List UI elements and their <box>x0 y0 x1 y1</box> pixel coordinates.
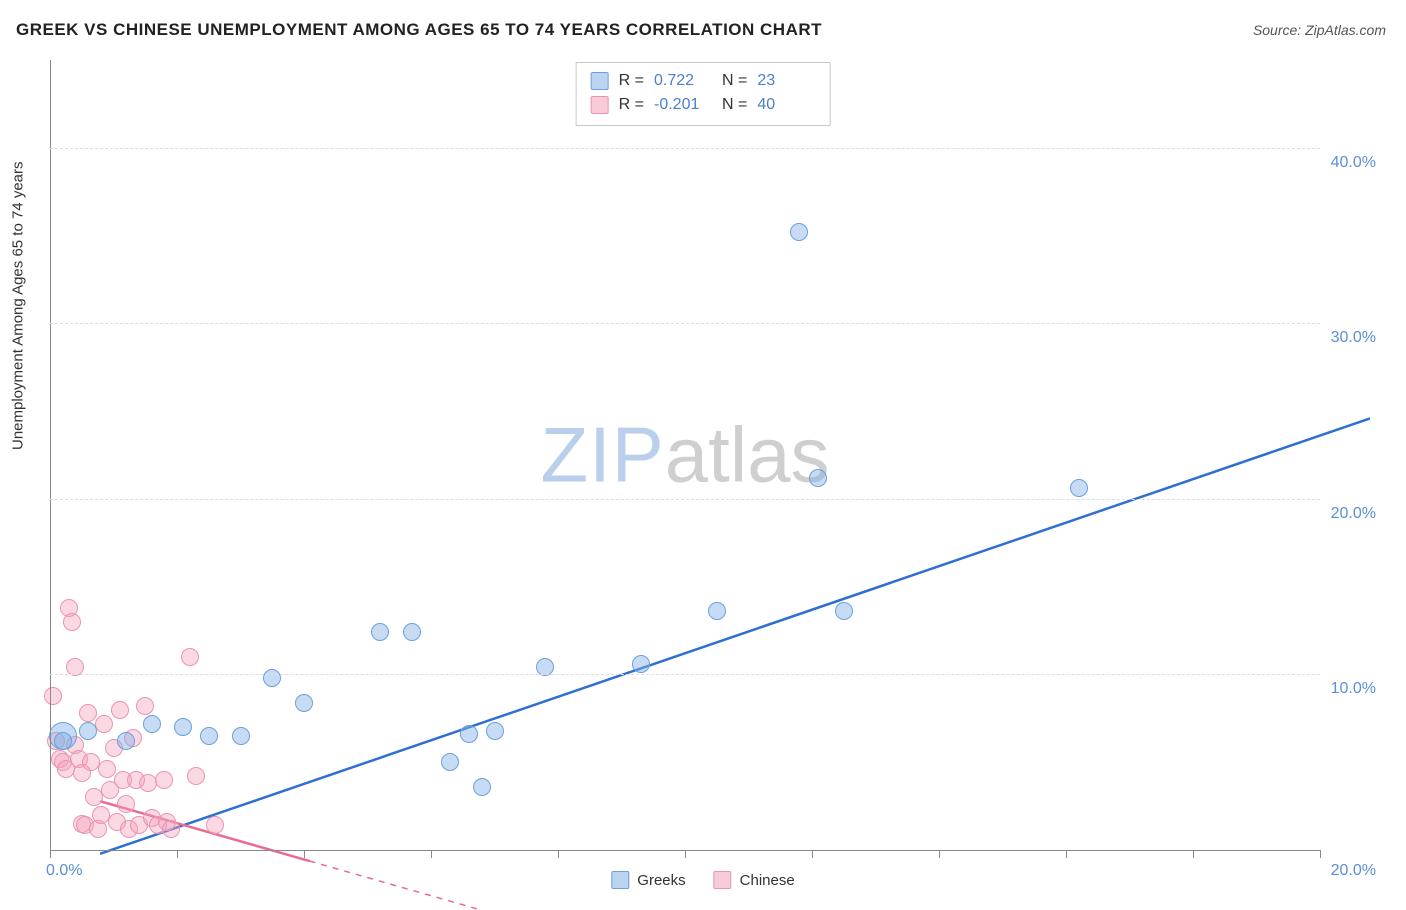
legend-swatch-pink <box>591 96 609 114</box>
y-axis-label: Unemployment Among Ages 65 to 74 years <box>10 161 27 450</box>
legend-item: Chinese <box>714 871 795 889</box>
scatter-point-pink <box>162 820 180 838</box>
scatter-point-blue <box>117 732 135 750</box>
scatter-point-blue <box>200 727 218 745</box>
trend-line <box>100 418 1370 853</box>
scatter-point-pink <box>117 795 135 813</box>
legend-label: Greeks <box>637 872 685 889</box>
x-tick <box>685 850 686 858</box>
legend-series: Greeks Chinese <box>611 871 794 889</box>
y-tick-label: 40.0% <box>1331 154 1376 172</box>
legend-r-value: -0.201 <box>654 93 712 117</box>
gridline-h <box>50 148 1320 149</box>
scatter-point-pink <box>44 687 62 705</box>
scatter-point-pink <box>136 697 154 715</box>
scatter-point-blue <box>486 722 504 740</box>
scatter-point-pink <box>98 760 116 778</box>
legend-label: Chinese <box>740 872 795 889</box>
scatter-point-blue <box>632 655 650 673</box>
x-tick <box>1193 850 1194 858</box>
gridline-h <box>50 323 1320 324</box>
source-label: Source: ZipAtlas.com <box>1253 22 1386 38</box>
trend-layer <box>100 120 1370 910</box>
scatter-point-pink <box>206 816 224 834</box>
chart-container: GREEK VS CHINESE UNEMPLOYMENT AMONG AGES… <box>0 0 1406 892</box>
legend-n-value: 23 <box>757 69 815 93</box>
scatter-point-pink <box>187 767 205 785</box>
x-tick <box>431 850 432 858</box>
scatter-point-blue <box>708 602 726 620</box>
x-tick <box>558 850 559 858</box>
scatter-point-blue <box>371 623 389 641</box>
scatter-point-blue <box>809 469 827 487</box>
watermark: ZIPatlas <box>540 410 829 501</box>
x-tick <box>177 850 178 858</box>
legend-stats: R = 0.722 N = 23 R = -0.201 N = 40 <box>576 62 831 126</box>
scatter-point-pink <box>155 771 173 789</box>
scatter-point-pink <box>181 648 199 666</box>
scatter-point-blue <box>835 602 853 620</box>
legend-n-label: N = <box>722 93 747 117</box>
x-tick <box>1066 850 1067 858</box>
watermark-atlas: atlas <box>665 411 830 499</box>
plot-area: ZIPatlas <box>50 60 1320 850</box>
legend-r-label: R = <box>619 93 644 117</box>
y-tick-label: 30.0% <box>1331 329 1376 347</box>
legend-r-value: 0.722 <box>654 69 712 93</box>
legend-n-value: 40 <box>757 93 815 117</box>
y-tick-label: 20.0% <box>1331 505 1376 523</box>
legend-row: R = 0.722 N = 23 <box>591 69 816 93</box>
scatter-point-blue <box>143 715 161 733</box>
scatter-point-pink <box>63 613 81 631</box>
y-tick-label: 10.0% <box>1331 680 1376 698</box>
scatter-point-pink <box>111 701 129 719</box>
scatter-point-pink <box>95 715 113 733</box>
legend-row: R = -0.201 N = 40 <box>591 93 816 117</box>
scatter-point-blue <box>54 732 72 750</box>
x-tick-label-min: 0.0% <box>46 862 82 880</box>
scatter-point-blue <box>232 727 250 745</box>
scatter-point-blue <box>441 753 459 771</box>
chart-title: GREEK VS CHINESE UNEMPLOYMENT AMONG AGES… <box>16 20 822 40</box>
x-tick <box>812 850 813 858</box>
legend-item: Greeks <box>611 871 685 889</box>
scatter-point-blue <box>403 623 421 641</box>
scatter-point-blue <box>473 778 491 796</box>
scatter-point-blue <box>1070 479 1088 497</box>
x-tick <box>939 850 940 858</box>
scatter-point-blue <box>79 722 97 740</box>
legend-n-label: N = <box>722 69 747 93</box>
scatter-point-blue <box>790 223 808 241</box>
gridline-h <box>50 674 1320 675</box>
legend-r-label: R = <box>619 69 644 93</box>
x-tick <box>1320 850 1321 858</box>
x-tick <box>304 850 305 858</box>
legend-swatch-blue <box>591 72 609 90</box>
axis-y-line <box>50 60 51 850</box>
scatter-point-blue <box>263 669 281 687</box>
x-tick <box>50 850 51 858</box>
trend-line-dashed <box>310 861 481 910</box>
scatter-point-blue <box>460 725 478 743</box>
legend-swatch-blue <box>611 871 629 889</box>
gridline-h <box>50 499 1320 500</box>
scatter-point-blue <box>174 718 192 736</box>
legend-swatch-pink <box>714 871 732 889</box>
scatter-point-pink <box>79 704 97 722</box>
scatter-point-blue <box>295 694 313 712</box>
watermark-zip: ZIP <box>540 411 664 499</box>
x-tick-label-max: 20.0% <box>1331 862 1376 880</box>
